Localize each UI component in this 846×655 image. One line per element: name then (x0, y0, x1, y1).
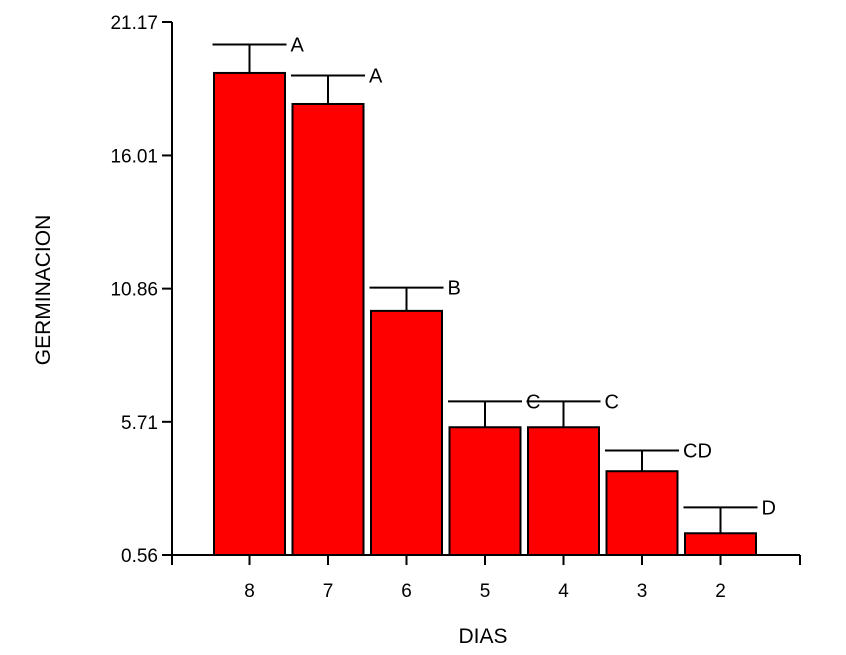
x-axis-title: DIAS (458, 625, 507, 648)
x-tick-label-5: 5 (480, 581, 491, 602)
bar-7 (291, 102, 365, 557)
group-letter-8: A (291, 34, 305, 56)
y-tick-label-1: 5.71 (121, 413, 158, 434)
x-tick-label-6: 6 (401, 581, 412, 602)
group-letter-5: C (526, 391, 540, 413)
y-tick-label-0: 0.56 (121, 546, 158, 567)
bar-8 (213, 71, 286, 556)
bar-2 (684, 532, 757, 556)
x-tick-label-7: 7 (323, 581, 334, 602)
x-tick-label-3: 3 (637, 581, 648, 602)
bars-layer (213, 71, 757, 557)
y-tick-label-2: 10.86 (110, 280, 158, 301)
group-letter-4: C (605, 391, 619, 413)
bar-5 (448, 426, 522, 556)
group-letter-7: A (369, 66, 383, 88)
x-tick-label-8: 8 (244, 581, 255, 602)
bar-6 (370, 309, 443, 556)
bar-3 (605, 470, 679, 556)
group-letters-layer: A A B C C CD D (291, 34, 776, 519)
y-tick-label-4: 21.17 (110, 13, 158, 34)
group-letter-3: CD (683, 441, 712, 463)
axes-layer: 8 7 6 5 4 3 2 0.56 5.71 10.86 16.01 21.17 (110, 13, 801, 602)
y-axis-title: GERMINACION (32, 215, 55, 366)
bar-4 (527, 426, 600, 556)
group-letter-6: B (448, 278, 461, 300)
error-bars-layer (212, 43, 758, 534)
x-tick-label-2: 2 (715, 581, 726, 602)
x-tick-label-4: 4 (558, 581, 569, 602)
group-letter-2: D (762, 497, 776, 519)
y-tick-label-3: 16.01 (110, 146, 158, 167)
